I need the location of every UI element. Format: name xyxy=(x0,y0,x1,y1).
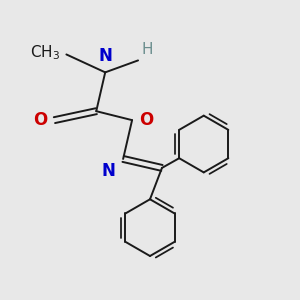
Text: CH$_3$: CH$_3$ xyxy=(30,44,60,62)
Text: H: H xyxy=(141,42,152,57)
Text: O: O xyxy=(140,111,154,129)
Text: N: N xyxy=(102,162,116,180)
Text: N: N xyxy=(98,47,112,65)
Text: O: O xyxy=(33,111,47,129)
